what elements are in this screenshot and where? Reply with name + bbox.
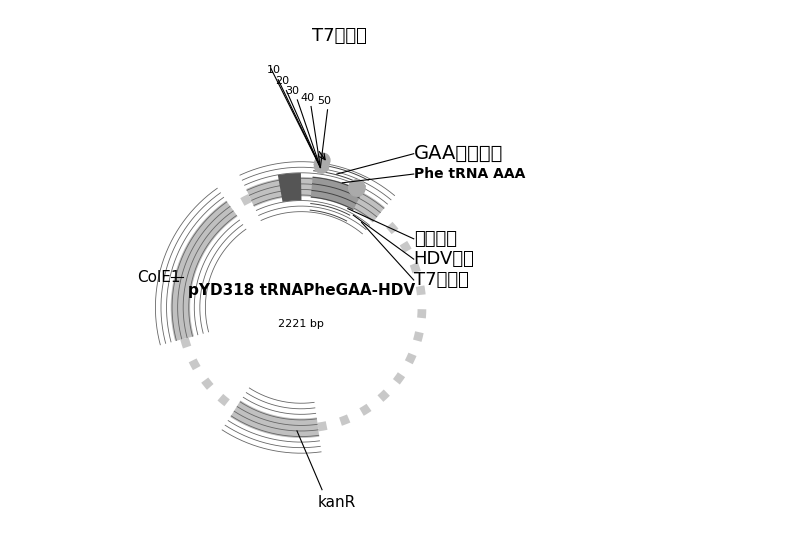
- Text: pYD318 tRNAPheGAA-HDV: pYD318 tRNAPheGAA-HDV: [188, 283, 414, 299]
- Text: 40: 40: [300, 93, 314, 103]
- Text: ColE1: ColE1: [138, 270, 181, 285]
- Text: Phe tRNA AAA: Phe tRNA AAA: [414, 167, 525, 181]
- Text: 30: 30: [286, 86, 299, 96]
- Text: 2221 bp: 2221 bp: [278, 319, 324, 329]
- Circle shape: [314, 159, 329, 173]
- Text: 10: 10: [267, 65, 281, 75]
- Text: T7启动子: T7启动子: [312, 27, 367, 44]
- Text: HDV核酶: HDV核酶: [414, 250, 474, 268]
- Text: 核酶切割: 核酶切割: [414, 230, 457, 248]
- Text: 20: 20: [275, 76, 290, 86]
- Circle shape: [316, 153, 330, 167]
- Circle shape: [349, 180, 365, 196]
- Text: GAA反密码子: GAA反密码子: [414, 144, 503, 163]
- Text: 50: 50: [318, 96, 332, 106]
- Text: T7终止子: T7终止子: [414, 271, 469, 289]
- Circle shape: [314, 156, 329, 170]
- Text: kanR: kanR: [318, 495, 356, 510]
